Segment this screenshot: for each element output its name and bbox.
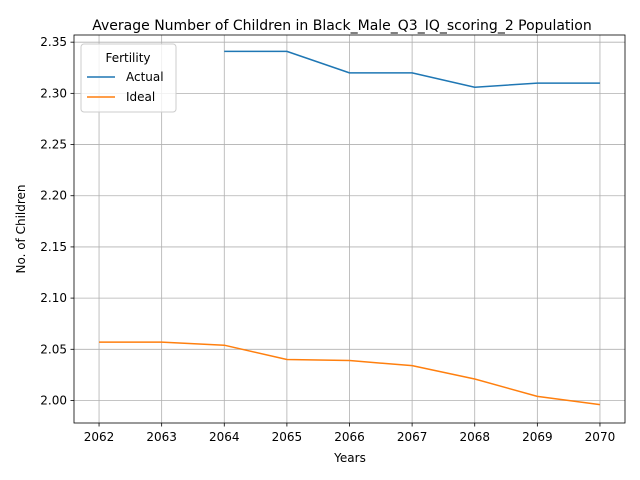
x-tick-label: 2070 (585, 430, 616, 444)
series-line-actual (224, 50, 600, 88)
x-tick-label: 2064 (209, 430, 240, 444)
legend-label-ideal: Ideal (126, 90, 155, 104)
y-tick-label: 2.35 (40, 35, 67, 49)
y-axis-label: No. of Children (14, 184, 28, 273)
y-tick-label: 2.15 (40, 240, 67, 254)
x-tick-label: 2065 (272, 430, 303, 444)
y-tick-label: 2.25 (40, 138, 67, 152)
grid-lines (74, 35, 625, 423)
y-tick-label: 2.20 (40, 189, 67, 203)
y-tick-label: 2.10 (40, 291, 67, 305)
x-tick-label: 2068 (459, 430, 490, 444)
y-axis-ticks: 2.00 2.05 2.10 2.15 2.20 2.25 2.30 2.35 (40, 35, 74, 407)
x-axis-label: Years (333, 451, 366, 465)
x-tick-label: 2062 (84, 430, 115, 444)
legend-box (80, 43, 177, 113)
x-axis-ticks: 2062 2063 2064 2065 2066 2067 2068 2069 2070 (84, 423, 615, 444)
chart-title: Average Number of Children in Black_Male… (92, 18, 591, 34)
series-line-ideal (99, 341, 601, 406)
legend: Fertility Actual Ideal (80, 43, 177, 113)
y-tick-label: 2.00 (40, 393, 67, 407)
x-tick-label: 2067 (397, 430, 428, 444)
y-tick-label: 2.05 (40, 342, 67, 356)
legend-label-actual: Actual (126, 70, 164, 84)
y-tick-label: 2.30 (40, 86, 67, 100)
x-tick-label: 2063 (146, 430, 177, 444)
x-tick-label: 2069 (522, 430, 553, 444)
x-tick-label: 2066 (334, 430, 365, 444)
series-layer (99, 50, 601, 406)
legend-title: Fertility (105, 51, 150, 65)
